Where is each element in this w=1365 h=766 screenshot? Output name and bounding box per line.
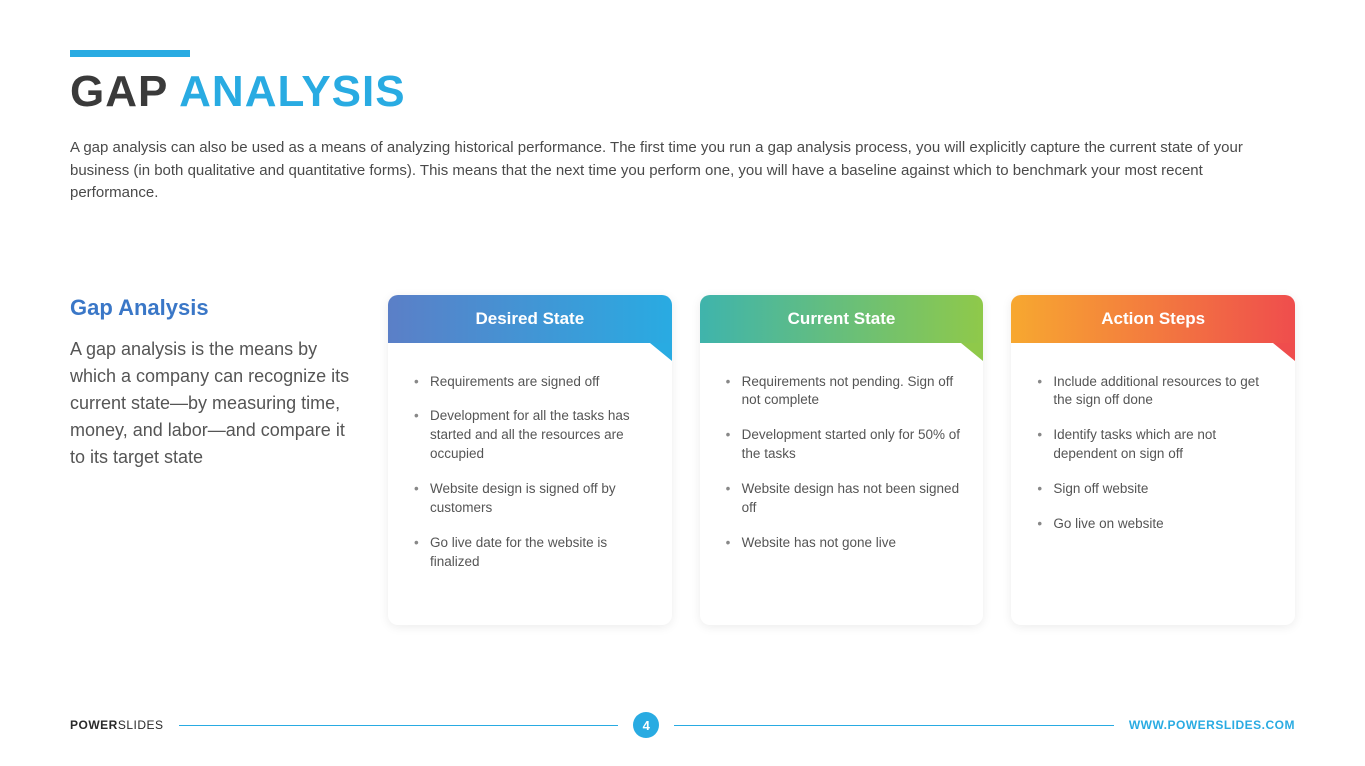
card-header-current: Current State — [700, 295, 984, 343]
card-body-desired: Requirements are signed off Development … — [388, 343, 672, 608]
list-item: Sign off website — [1037, 480, 1273, 499]
card-body-current: Requirements not pending. Sign off not c… — [700, 343, 984, 589]
page-number-badge: 4 — [633, 712, 659, 738]
list-item: Include additional resources to get the … — [1037, 373, 1273, 411]
list-item: Development started only for 50% of the … — [726, 426, 962, 464]
page-title: GAP ANALYSIS — [70, 67, 1295, 117]
list-item: Go live date for the website is finalize… — [414, 534, 650, 572]
title-part-dark: GAP — [70, 67, 179, 116]
card-action-steps: Action Steps Include additional resource… — [1011, 295, 1295, 625]
card-header-desired: Desired State — [388, 295, 672, 343]
card-body-actions: Include additional resources to get the … — [1011, 343, 1295, 570]
side-panel-text: A gap analysis is the means by which a c… — [70, 336, 360, 471]
footer-brand-light: SLIDES — [118, 718, 164, 732]
list-item: Requirements are signed off — [414, 373, 650, 392]
side-panel-title: Gap Analysis — [70, 295, 360, 321]
footer-line-right — [674, 725, 1114, 726]
card-desired-state: Desired State Requirements are signed of… — [388, 295, 672, 625]
footer-line-left — [179, 725, 619, 726]
card-header-actions: Action Steps — [1011, 295, 1295, 343]
list-item: Website has not gone live — [726, 534, 962, 553]
card-current-state: Current State Requirements not pending. … — [700, 295, 984, 625]
intro-description: A gap analysis can also be used as a mea… — [70, 137, 1270, 205]
list-item: Development for all the tasks has starte… — [414, 407, 650, 464]
footer-url: WWW.POWERSLIDES.COM — [1129, 718, 1295, 732]
content-row: Gap Analysis A gap analysis is the means… — [70, 295, 1295, 625]
list-item: Requirements not pending. Sign off not c… — [726, 373, 962, 411]
list-item: Website design is signed off by customer… — [414, 480, 650, 518]
slide-footer: POWERSLIDES 4 WWW.POWERSLIDES.COM — [70, 712, 1295, 738]
footer-brand: POWERSLIDES — [70, 718, 164, 732]
side-panel: Gap Analysis A gap analysis is the means… — [70, 295, 360, 471]
list-item: Website design has not been signed off — [726, 480, 962, 518]
footer-brand-bold: POWER — [70, 718, 118, 732]
title-part-accent: ANALYSIS — [179, 67, 405, 116]
list-item: Identify tasks which are not dependent o… — [1037, 426, 1273, 464]
accent-bar — [70, 50, 190, 57]
slide-container: GAP ANALYSIS A gap analysis can also be … — [0, 0, 1365, 766]
list-item: Go live on website — [1037, 515, 1273, 534]
